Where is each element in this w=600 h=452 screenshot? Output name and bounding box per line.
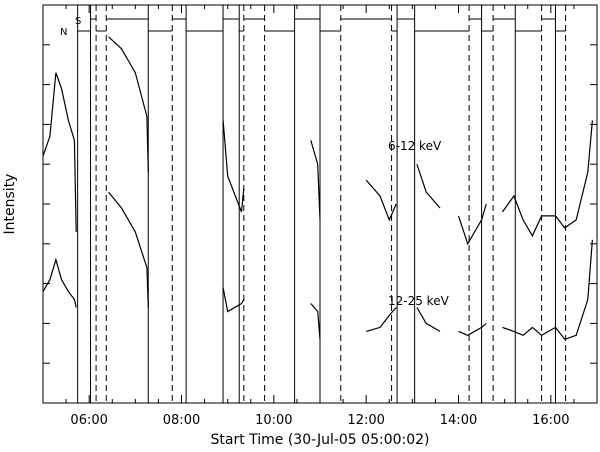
y-axis-label: Intensity: [2, 174, 18, 235]
orbit-lines: [77, 5, 567, 403]
x-ticks: 06:00 08:00 10:00 12:00 14:00 16:00: [42, 5, 598, 428]
x-tick-label-4: 14:00: [440, 413, 477, 428]
series-group: [42, 36, 593, 341]
x-tick-label-3: 12:00: [347, 413, 384, 428]
south-label: S: [75, 16, 81, 27]
x-tick-label-2: 10:00: [255, 413, 292, 428]
series-0-segment-5: [416, 164, 441, 209]
series-1-segment-6: [458, 322, 487, 336]
series-0-segment-7: [501, 120, 593, 238]
series-0-segment-2: [222, 120, 245, 213]
series-0-segment-6: [457, 203, 487, 246]
x-axis-label: Start Time (30-Jul-05 05:00:02): [210, 432, 429, 448]
series-label-low: 6-12 keV: [388, 139, 442, 153]
x-tick-label-1: 08:00: [163, 413, 200, 428]
series-1-segment-2: [222, 287, 245, 313]
series-1-segment-0: [42, 257, 77, 308]
north-label: N: [60, 27, 67, 38]
x-tick-label-5: 16:00: [532, 413, 569, 428]
series-1-segment-7: [502, 239, 593, 341]
series-1-segment-5: [416, 307, 441, 332]
series-1-segment-1: [108, 191, 149, 308]
series-0-segment-4: [365, 179, 397, 222]
orbit-flags: [77, 18, 566, 32]
series-0-segment-0: [42, 72, 77, 232]
series-label-high: 12-25 keV: [388, 294, 450, 308]
series-0-segment-1: [108, 36, 149, 173]
y-ticks: [43, 44, 597, 364]
x-tick-label-0: 06:00: [70, 413, 107, 428]
series-1-segment-3: [310, 303, 321, 340]
series-0-segment-3: [310, 140, 321, 220]
series-1-segment-4: [366, 307, 397, 332]
